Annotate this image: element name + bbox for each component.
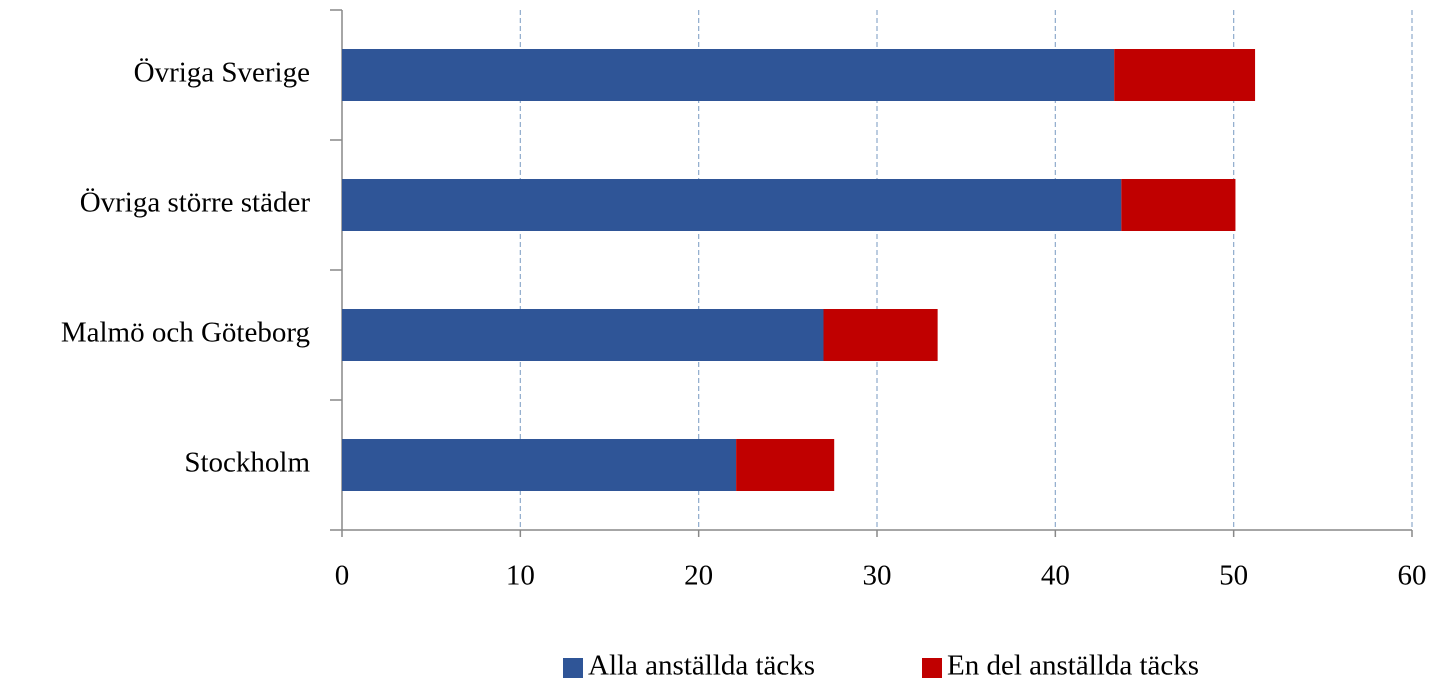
x-tick-label: 40 xyxy=(1041,560,1070,592)
legend-swatch xyxy=(563,658,583,678)
bar-segment xyxy=(1121,179,1236,231)
legend-swatch xyxy=(922,658,942,678)
bar-segment xyxy=(823,309,938,361)
y-tick-label: Stockholm xyxy=(184,447,310,479)
bar-segment xyxy=(1114,49,1256,101)
x-tick-label: 60 xyxy=(1398,560,1427,592)
legend-label: Alla anställda täcks xyxy=(588,650,815,682)
x-tick-label: 30 xyxy=(863,560,892,592)
y-tick-label: Övriga Sverige xyxy=(134,57,310,89)
legend-label: En del anställda täcks xyxy=(947,650,1199,682)
x-tick-label: 20 xyxy=(684,560,713,592)
x-tick-label: 50 xyxy=(1219,560,1248,592)
bar-segment xyxy=(342,309,824,361)
bar-segment xyxy=(736,439,835,491)
y-tick-label: Övriga större städer xyxy=(80,187,311,219)
y-tick-label: Malmö och Göteborg xyxy=(61,317,310,349)
x-tick-label: 10 xyxy=(506,560,535,592)
bar-segment xyxy=(342,179,1122,231)
bar-segment xyxy=(342,439,737,491)
bar-segment xyxy=(342,49,1115,101)
x-tick-label: 0 xyxy=(335,560,350,592)
